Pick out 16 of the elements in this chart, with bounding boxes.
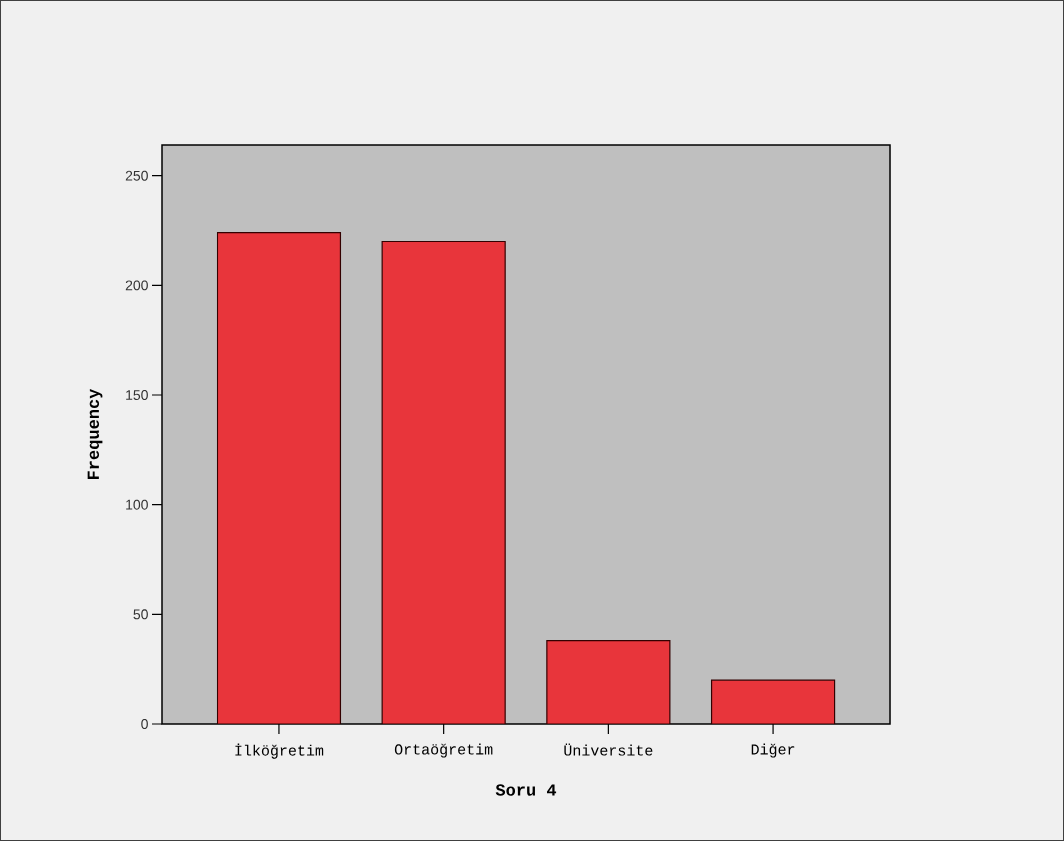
y-tick-label: 0: [141, 719, 148, 729]
y-tick-label: 200: [125, 280, 148, 291]
y-tick-label: 50: [133, 609, 148, 620]
bar: [546, 640, 671, 724]
y-tick-label: 250: [125, 170, 148, 181]
y-tick-label: 150: [126, 390, 148, 400]
y-axis-title: Frequency: [87, 388, 103, 480]
bar: [710, 679, 836, 724]
x-tick-label: Diğer: [751, 743, 795, 758]
x-tick-label: Üniversite: [564, 743, 653, 756]
bar: [382, 241, 506, 724]
x-tick-label: Ortaöğretim: [394, 743, 493, 758]
x-tick-label: İlköğretim: [235, 743, 324, 759]
x-axis-title: Soru 4: [495, 784, 557, 796]
bar: [216, 232, 342, 724]
y-tick-label: 100: [126, 499, 148, 510]
